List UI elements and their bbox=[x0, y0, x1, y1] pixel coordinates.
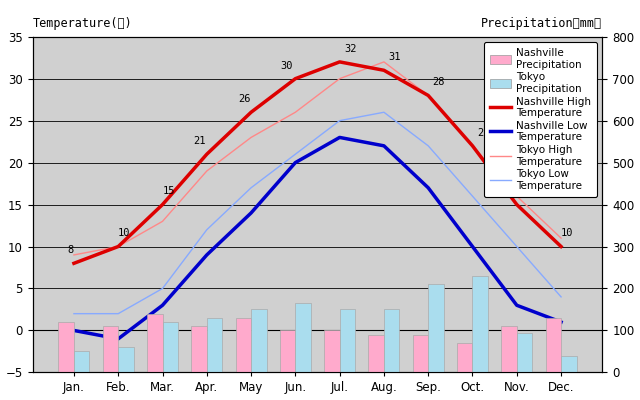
Text: 10: 10 bbox=[561, 228, 573, 238]
Tokyo Low
Temperature bbox=[468, 194, 476, 198]
Line: Tokyo High
Temperature: Tokyo High Temperature bbox=[74, 62, 561, 255]
Text: 31: 31 bbox=[388, 52, 401, 62]
Bar bbox=[369, 335, 384, 372]
Nashville High
Temperature bbox=[468, 144, 476, 148]
Text: 15: 15 bbox=[516, 186, 529, 196]
Tokyo High
Temperature bbox=[115, 244, 122, 249]
Legend: Nashville
Precipitation, Tokyo
Precipitation, Nashville High
Temperature, Nashvi: Nashville Precipitation, Tokyo Precipita… bbox=[484, 42, 597, 197]
Text: 10: 10 bbox=[118, 228, 131, 238]
Tokyo High
Temperature bbox=[336, 76, 344, 81]
Bar bbox=[384, 310, 399, 372]
Nashville Low
Temperature bbox=[380, 144, 388, 148]
Text: 8: 8 bbox=[67, 245, 74, 255]
Line: Nashville Low
Temperature: Nashville Low Temperature bbox=[74, 138, 561, 339]
Tokyo High
Temperature bbox=[380, 60, 388, 64]
Bar bbox=[236, 318, 251, 372]
Nashville High
Temperature bbox=[203, 152, 211, 157]
Bar bbox=[516, 332, 532, 372]
Bar bbox=[472, 276, 488, 372]
Bar bbox=[340, 310, 355, 372]
Tokyo Low
Temperature bbox=[159, 286, 166, 291]
Nashville Low
Temperature bbox=[424, 185, 432, 190]
Bar bbox=[501, 326, 516, 372]
Bar bbox=[102, 326, 118, 372]
Nashville High
Temperature bbox=[336, 60, 344, 64]
Tokyo High
Temperature bbox=[70, 252, 78, 257]
Text: Precipitation（mm）: Precipitation（mm） bbox=[481, 17, 602, 30]
Bar bbox=[324, 330, 340, 372]
Tokyo Low
Temperature bbox=[557, 294, 565, 299]
Nashville Low
Temperature bbox=[203, 252, 211, 257]
Line: Tokyo Low
Temperature: Tokyo Low Temperature bbox=[74, 112, 561, 314]
Tokyo High
Temperature bbox=[468, 144, 476, 148]
Text: 15: 15 bbox=[163, 186, 175, 196]
Line: Nashville High
Temperature: Nashville High Temperature bbox=[74, 62, 561, 263]
Text: 28: 28 bbox=[433, 77, 445, 87]
Nashville Low
Temperature bbox=[159, 303, 166, 308]
Tokyo High
Temperature bbox=[557, 236, 565, 240]
Tokyo High
Temperature bbox=[513, 194, 520, 198]
Tokyo High
Temperature bbox=[424, 93, 432, 98]
Text: Temperature(℃): Temperature(℃) bbox=[33, 17, 132, 30]
Bar bbox=[561, 356, 577, 372]
Tokyo Low
Temperature bbox=[247, 185, 255, 190]
Nashville Low
Temperature bbox=[468, 244, 476, 249]
Nashville Low
Temperature bbox=[336, 135, 344, 140]
Tokyo Low
Temperature bbox=[291, 152, 299, 157]
Bar bbox=[163, 322, 178, 372]
Tokyo Low
Temperature bbox=[336, 118, 344, 123]
Nashville High
Temperature bbox=[424, 93, 432, 98]
Bar bbox=[545, 318, 561, 372]
Nashville High
Temperature bbox=[159, 202, 166, 207]
Bar bbox=[191, 326, 207, 372]
Nashville High
Temperature bbox=[513, 202, 520, 207]
Bar bbox=[251, 310, 267, 372]
Bar bbox=[58, 322, 74, 372]
Nashville Low
Temperature bbox=[115, 336, 122, 341]
Tokyo Low
Temperature bbox=[115, 311, 122, 316]
Tokyo High
Temperature bbox=[291, 110, 299, 115]
Bar bbox=[207, 318, 222, 372]
Nashville High
Temperature bbox=[557, 244, 565, 249]
Bar bbox=[428, 284, 444, 372]
Bar bbox=[74, 352, 90, 372]
Tokyo Low
Temperature bbox=[203, 227, 211, 232]
Tokyo High
Temperature bbox=[203, 168, 211, 173]
Nashville High
Temperature bbox=[115, 244, 122, 249]
Tokyo Low
Temperature bbox=[513, 244, 520, 249]
Bar bbox=[457, 343, 472, 372]
Text: 22: 22 bbox=[477, 128, 490, 138]
Nashville Low
Temperature bbox=[513, 303, 520, 308]
Text: 21: 21 bbox=[193, 136, 206, 146]
Text: 30: 30 bbox=[280, 61, 292, 71]
Nashville High
Temperature bbox=[291, 76, 299, 81]
Nashville Low
Temperature bbox=[70, 328, 78, 333]
Bar bbox=[147, 314, 163, 372]
Nashville High
Temperature bbox=[247, 110, 255, 115]
Bar bbox=[118, 347, 134, 372]
Tokyo Low
Temperature bbox=[380, 110, 388, 115]
Nashville Low
Temperature bbox=[247, 210, 255, 215]
Bar bbox=[280, 330, 295, 372]
Tokyo High
Temperature bbox=[159, 219, 166, 224]
Bar bbox=[295, 303, 311, 372]
Nashville Low
Temperature bbox=[291, 160, 299, 165]
Nashville High
Temperature bbox=[70, 261, 78, 266]
Nashville Low
Temperature bbox=[557, 320, 565, 324]
Nashville High
Temperature bbox=[380, 68, 388, 73]
Tokyo Low
Temperature bbox=[70, 311, 78, 316]
Text: 26: 26 bbox=[238, 94, 250, 104]
Text: 32: 32 bbox=[344, 44, 356, 54]
Tokyo High
Temperature bbox=[247, 135, 255, 140]
Tokyo Low
Temperature bbox=[424, 144, 432, 148]
Bar bbox=[413, 335, 428, 372]
